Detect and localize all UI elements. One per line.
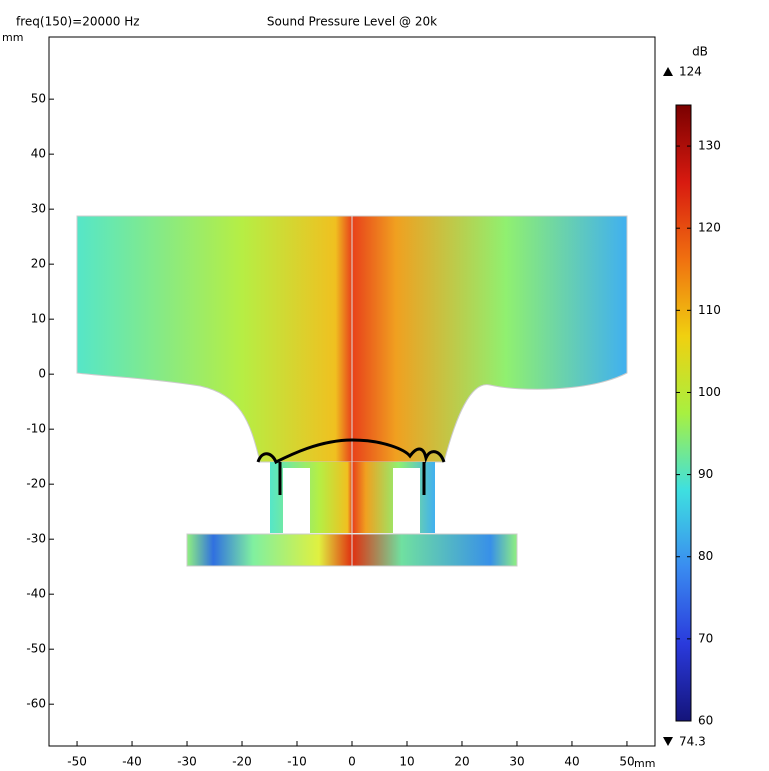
x-tick-label: 50: [619, 755, 634, 769]
x-tick-label: 10: [399, 755, 414, 769]
colorbar-tick-label: 100: [698, 385, 721, 399]
diaphragm: [256, 438, 446, 495]
colorbar: [675, 104, 692, 722]
y-tick-label: 10: [31, 312, 46, 326]
colorbar-tick-label: 60: [698, 714, 713, 728]
colorbar-tick-label: 70: [698, 631, 713, 645]
y-tick-label: -40: [26, 587, 46, 601]
x-tick-label: -40: [122, 755, 142, 769]
y-tick-label: 40: [31, 147, 46, 161]
y-tick-label: 50: [31, 92, 46, 106]
x-tick-label: 40: [564, 755, 579, 769]
x-tick-label: 20: [454, 755, 469, 769]
x-tick-label: 30: [509, 755, 524, 769]
y-tick-label: 20: [31, 257, 46, 271]
magnet-gap: [283, 468, 310, 533]
chart-title: Sound Pressure Level @ 20k: [267, 15, 437, 29]
x-tick-label: -50: [67, 755, 87, 769]
x-unit: mm: [634, 757, 655, 770]
y-unit: mm: [2, 31, 23, 44]
min-value: 74.3: [679, 735, 706, 749]
colorbar-tick-label: 130: [698, 139, 721, 153]
y-tick-label: -20: [26, 477, 46, 491]
x-tick-label: -10: [287, 755, 307, 769]
magnet-gap: [393, 468, 420, 533]
colorbar-label: dB: [692, 45, 708, 59]
colorbar-tick-label: 80: [698, 549, 713, 563]
y-tick-label: -60: [26, 697, 46, 711]
subtitle: freq(150)=20000 Hz: [16, 15, 140, 29]
x-tick-label: 0: [348, 755, 356, 769]
colorbar-tick-label: 110: [698, 303, 721, 317]
y-tick-label: -30: [26, 532, 46, 546]
y-tick-label: -50: [26, 642, 46, 656]
y-tick-label: 0: [38, 367, 46, 381]
x-tick-label: -30: [177, 755, 197, 769]
max-icon: [663, 67, 673, 76]
colorbar-tick-label: 90: [698, 467, 713, 481]
colorbar-tick-label: 120: [698, 221, 721, 235]
max-value: 124: [679, 65, 702, 79]
min-icon: [663, 737, 673, 746]
x-tick-label: -20: [232, 755, 252, 769]
y-tick-label: 30: [31, 202, 46, 216]
y-tick-label: -10: [26, 422, 46, 436]
